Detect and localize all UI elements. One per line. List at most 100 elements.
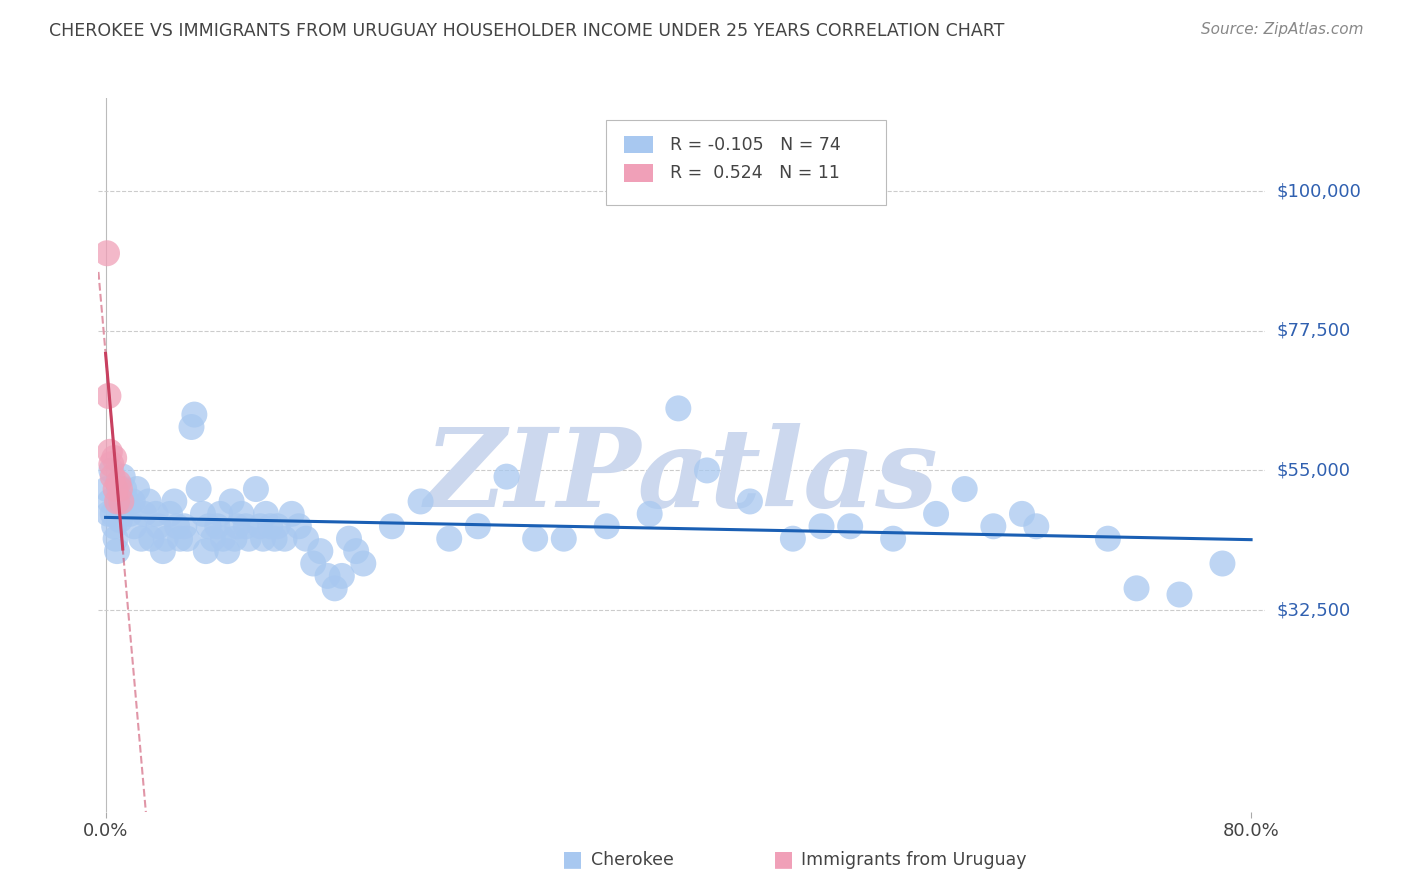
Point [288,519,311,533]
Point [125,482,148,496]
Point [224,532,246,546]
Point [245,482,267,496]
Point [169,532,191,546]
Point [183,408,205,422]
Point [226,519,249,533]
Point [103,450,125,465]
Point [337,532,360,546]
Point [925,507,948,521]
Point [112,482,135,496]
Point [221,494,243,508]
Point [238,532,260,546]
Point [138,494,160,508]
Point [100,463,122,477]
FancyBboxPatch shape [623,136,652,153]
Point [381,519,404,533]
Point [197,519,219,533]
Text: Immigrants from Uruguay: Immigrants from Uruguay [801,851,1026,869]
Point [98,494,121,508]
Point [810,519,832,533]
Point [696,463,718,477]
Point [101,469,124,483]
Point [103,519,125,533]
Point [97,507,120,521]
Point [266,519,288,533]
Point [1211,557,1233,571]
Point [217,544,239,558]
Point [323,582,346,596]
Point [97,389,120,403]
Point [596,519,619,533]
Point [141,532,163,546]
Point [207,519,229,533]
Text: R =  0.524   N = 11: R = 0.524 N = 11 [671,164,841,182]
Point [134,507,156,521]
FancyBboxPatch shape [606,120,886,205]
Point [121,494,143,508]
FancyBboxPatch shape [623,164,652,182]
Point [152,544,174,558]
Text: $32,500: $32,500 [1277,601,1351,619]
Point [173,519,195,533]
Point [201,532,224,546]
Point [467,519,489,533]
Text: $100,000: $100,000 [1277,182,1361,200]
Point [983,519,1005,533]
Point [263,532,285,546]
Point [108,513,131,527]
Point [187,482,209,496]
Text: ■: ■ [773,849,794,869]
Point [163,494,186,508]
Point [148,519,170,533]
Point [409,494,432,508]
Point [115,494,138,508]
Point [209,507,232,521]
Point [259,519,281,533]
Point [280,507,302,521]
Point [1168,588,1191,602]
Text: $55,000: $55,000 [1277,461,1351,479]
Point [524,532,547,546]
Point [249,519,271,533]
Point [191,507,214,521]
Point [495,469,517,483]
Point [302,557,325,571]
Point [108,482,131,496]
Point [782,532,804,546]
Point [553,532,575,546]
Point [330,569,353,583]
Point [166,519,188,533]
Text: $77,500: $77,500 [1277,322,1351,340]
Point [235,519,257,533]
Point [638,507,661,521]
Point [839,519,862,533]
Point [100,457,122,471]
Point [666,401,689,416]
Point [122,519,145,533]
Point [104,532,127,546]
Point [96,482,118,496]
Point [118,507,141,521]
Point [155,532,177,546]
Point [105,494,128,508]
Point [104,482,127,496]
Point [254,507,277,521]
Point [738,494,761,508]
Text: ■: ■ [562,849,583,869]
Point [96,246,118,260]
Point [1097,532,1119,546]
Point [176,532,198,546]
Text: CHEROKEE VS IMMIGRANTS FROM URUGUAY HOUSEHOLDER INCOME UNDER 25 YEARS CORRELATIO: CHEROKEE VS IMMIGRANTS FROM URUGUAY HOUS… [49,22,1004,40]
Point [953,482,976,496]
Point [107,475,129,490]
Point [145,507,167,521]
Point [882,532,904,546]
Point [101,507,124,521]
Point [344,544,367,558]
Point [439,532,461,546]
Point [273,532,295,546]
Point [1025,519,1047,533]
Point [111,469,134,483]
Point [231,507,253,521]
Point [110,494,132,508]
